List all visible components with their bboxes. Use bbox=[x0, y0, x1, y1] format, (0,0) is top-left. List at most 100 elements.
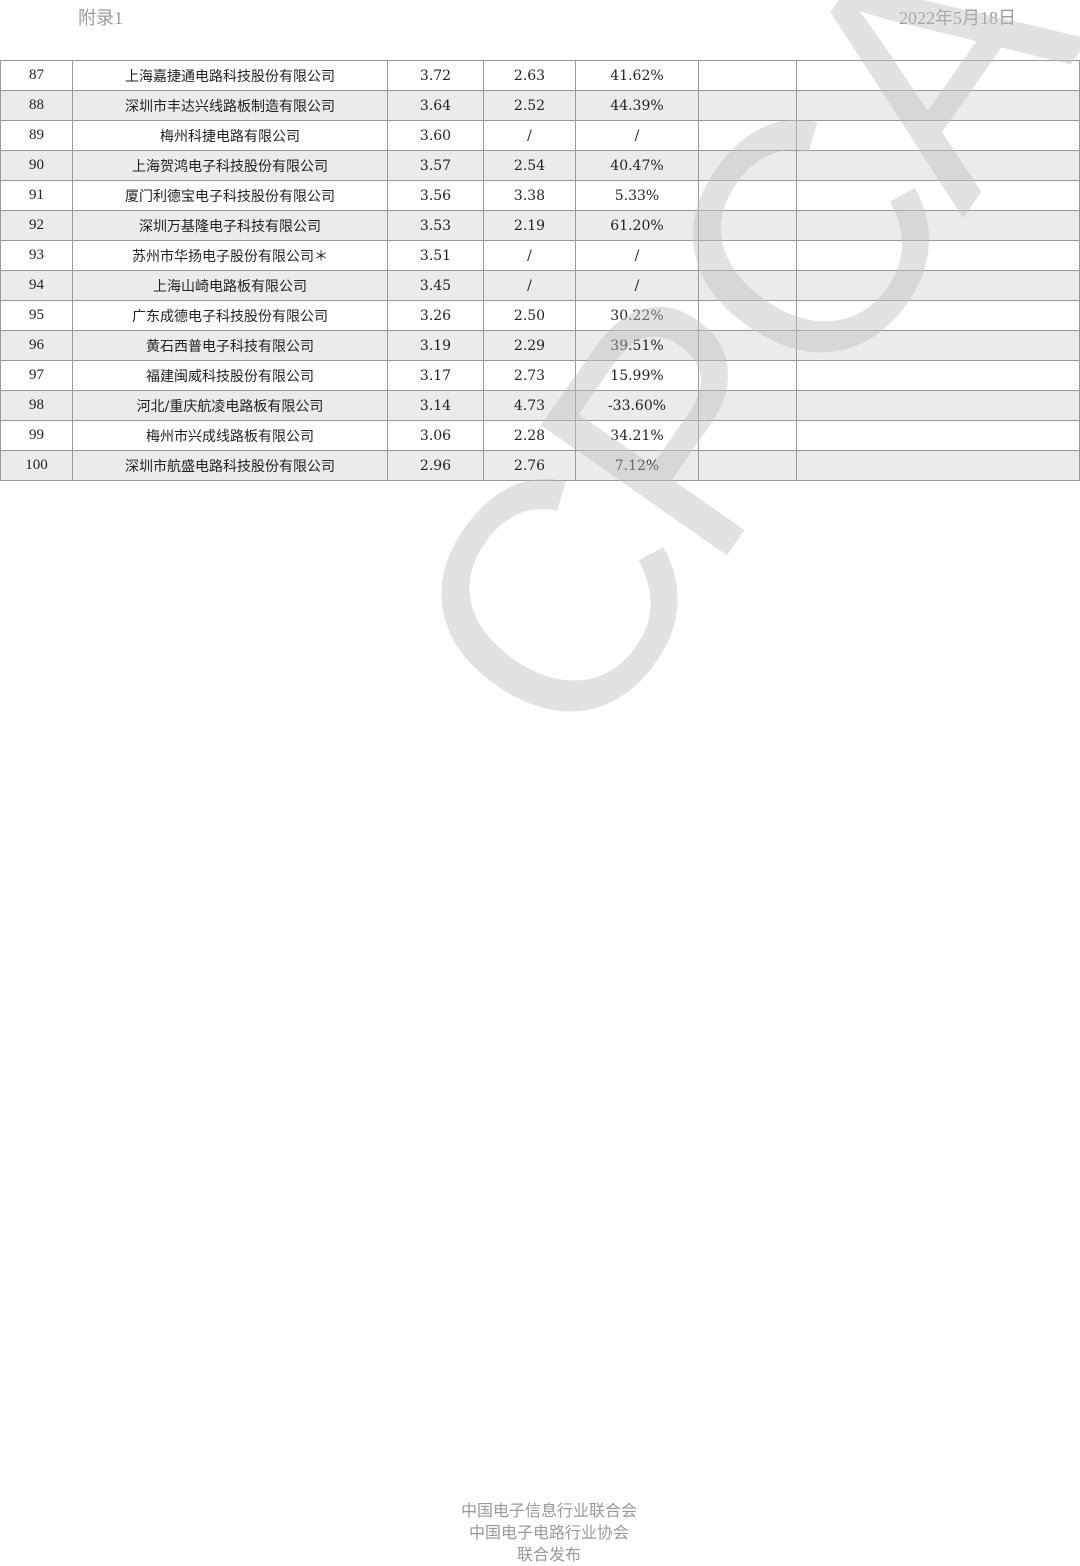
table-row: 89 梅州科捷电路有限公司 3.60// bbox=[0, 120, 1080, 151]
company-name-cell: 上海山崎电路板有限公司 bbox=[72, 270, 388, 301]
growth-rate-cell: / bbox=[575, 120, 699, 151]
extra-col-1-cell bbox=[698, 240, 797, 271]
value-2020-cell: 2.50 bbox=[483, 300, 576, 331]
value-2020-cell: / bbox=[483, 270, 576, 301]
extra-col-2-cell bbox=[796, 210, 1080, 241]
growth-rate-cell: / bbox=[575, 270, 699, 301]
extra-col-2-cell bbox=[796, 270, 1080, 301]
table-row: 90 上海贺鸿电子科技股份有限公司 3.57 2.54 40.47% bbox=[0, 150, 1080, 181]
extra-col-2-cell bbox=[796, 450, 1080, 481]
extra-col-2-cell bbox=[796, 390, 1080, 421]
value-2021-cell: 3.60 bbox=[387, 120, 484, 151]
value-2020-cell: 2.29 bbox=[483, 330, 576, 361]
table-row: 96 黄石西普电子科技有限公司 3.19 2.29 39.51% bbox=[0, 330, 1080, 361]
table-row: 88 深圳市丰达兴线路板制造有限公司 3.64 2.52 44.39% bbox=[0, 90, 1080, 121]
rank-cell: 89 bbox=[0, 120, 73, 151]
rank-cell: 94 bbox=[0, 270, 73, 301]
value-2020-cell: 2.54 bbox=[483, 150, 576, 181]
rank-cell: 97 bbox=[0, 360, 73, 391]
value-2020-cell: / bbox=[483, 240, 576, 271]
value-2021-cell: 3.51 bbox=[387, 240, 484, 271]
table-row: 87 上海嘉捷通电路科技股份有限公司 3.72 2.63 41.62% bbox=[0, 60, 1080, 91]
growth-rate-cell: 40.47% bbox=[575, 150, 699, 181]
extra-col-1-cell bbox=[698, 330, 797, 361]
extra-col-2-cell bbox=[796, 120, 1080, 151]
company-name-cell: 上海嘉捷通电路科技股份有限公司 bbox=[72, 60, 388, 91]
value-2020-cell: / bbox=[483, 120, 576, 151]
value-2021-cell: 3.45 bbox=[387, 270, 484, 301]
company-name-cell: 河北/重庆航凌电路板有限公司 bbox=[72, 390, 388, 421]
value-2020-cell: 2.76 bbox=[483, 450, 576, 481]
extra-col-1-cell bbox=[698, 60, 797, 91]
rank-cell: 99 bbox=[0, 420, 73, 451]
value-2020-cell: 2.73 bbox=[483, 360, 576, 391]
extra-col-2-cell bbox=[796, 360, 1080, 391]
value-2021-cell: 3.57 bbox=[387, 150, 484, 181]
company-name-cell: 深圳市航盛电路科技股份有限公司 bbox=[72, 450, 388, 481]
table-row: 92 深圳万基隆电子科技有限公司 3.53 2.19 61.20% bbox=[0, 210, 1080, 241]
extra-col-2-cell bbox=[796, 60, 1080, 91]
extra-col-1-cell bbox=[698, 180, 797, 211]
value-2020-cell: 2.52 bbox=[483, 90, 576, 121]
company-name-cell: 苏州市华扬电子股份有限公司＊ bbox=[72, 240, 388, 271]
value-2020-cell: 2.19 bbox=[483, 210, 576, 241]
table-row: 97 福建闽威科技股份有限公司 3.17 2.73 15.99% bbox=[0, 360, 1080, 391]
extra-col-1-cell bbox=[698, 360, 797, 391]
company-name-cell: 福建闽威科技股份有限公司 bbox=[72, 360, 388, 391]
ranking-table: 87 上海嘉捷通电路科技股份有限公司 3.72 2.63 41.62% 88 深圳市丰达兴线… bbox=[0, 60, 1080, 481]
growth-rate-cell: 41.62% bbox=[575, 60, 699, 91]
value-2020-cell: 2.28 bbox=[483, 420, 576, 451]
growth-rate-cell: / bbox=[575, 240, 699, 271]
growth-rate-cell: 39.51% bbox=[575, 330, 699, 361]
company-name-cell: 深圳万基隆电子科技有限公司 bbox=[72, 210, 388, 241]
extra-col-1-cell bbox=[698, 150, 797, 181]
footer: 中国电子信息行业联合会 中国电子电路行业协会 联合发布 bbox=[0, 1500, 1080, 1566]
value-2021-cell: 2.96 bbox=[387, 450, 484, 481]
value-2021-cell: 3.72 bbox=[387, 60, 484, 91]
rank-cell: 93 bbox=[0, 240, 73, 271]
value-2021-cell: 3.26 bbox=[387, 300, 484, 331]
growth-rate-cell: 15.99% bbox=[575, 360, 699, 391]
growth-rate-cell: 34.21% bbox=[575, 420, 699, 451]
company-name-cell: 黄石西普电子科技有限公司 bbox=[72, 330, 388, 361]
value-2021-cell: 3.19 bbox=[387, 330, 484, 361]
extra-col-2-cell bbox=[796, 240, 1080, 271]
extra-col-1-cell bbox=[698, 450, 797, 481]
rank-cell: 88 bbox=[0, 90, 73, 121]
growth-rate-cell: 30.22% bbox=[575, 300, 699, 331]
value-2020-cell: 2.63 bbox=[483, 60, 576, 91]
table-row: 98 河北/重庆航凌电路板有限公司 3.14 4.73 -33.60% bbox=[0, 390, 1080, 421]
rank-cell: 90 bbox=[0, 150, 73, 181]
company-name-cell: 广东成德电子科技股份有限公司 bbox=[72, 300, 388, 331]
extra-col-1-cell bbox=[698, 90, 797, 121]
extra-col-2-cell bbox=[796, 90, 1080, 121]
value-2021-cell: 3.14 bbox=[387, 390, 484, 421]
table-row: 94 上海山崎电路板有限公司 3.45// bbox=[0, 270, 1080, 301]
extra-col-1-cell bbox=[698, 270, 797, 301]
rank-cell: 95 bbox=[0, 300, 73, 331]
value-2021-cell: 3.17 bbox=[387, 360, 484, 391]
value-2021-cell: 3.06 bbox=[387, 420, 484, 451]
growth-rate-cell: 61.20% bbox=[575, 210, 699, 241]
table-row: 100 深圳市航盛电路科技股份有限公司 2.96 2.76 7.12% bbox=[0, 450, 1080, 481]
footer-org-2: 中国电子电路行业协会 bbox=[468, 1523, 629, 1542]
value-2020-cell: 3.38 bbox=[483, 180, 576, 211]
table-row: 91 厦门利德宝电子科技股份有限公司 3.56 3.38 5.33% bbox=[0, 180, 1080, 211]
extra-col-2-cell bbox=[796, 420, 1080, 451]
rank-cell: 87 bbox=[0, 60, 73, 91]
growth-rate-cell: 7.12% bbox=[575, 450, 699, 481]
footer-org-1: 中国电子信息行业联合会 bbox=[460, 1501, 637, 1520]
extra-col-1-cell bbox=[698, 420, 797, 451]
value-2021-cell: 3.53 bbox=[387, 210, 484, 241]
table-row: 99 梅州市兴成线路板有限公司 3.06 2.28 34.21% bbox=[0, 420, 1080, 451]
company-name-cell: 厦门利德宝电子科技股份有限公司 bbox=[72, 180, 388, 211]
extra-col-2-cell bbox=[796, 150, 1080, 181]
rank-cell: 98 bbox=[0, 390, 73, 421]
company-name-cell: 梅州科捷电路有限公司 bbox=[72, 120, 388, 151]
rank-cell: 100 bbox=[0, 450, 73, 481]
growth-rate-cell: -33.60% bbox=[575, 390, 699, 421]
company-name-cell: 深圳市丰达兴线路板制造有限公司 bbox=[72, 90, 388, 121]
value-2020-cell: 4.73 bbox=[483, 390, 576, 421]
rank-cell: 92 bbox=[0, 210, 73, 241]
extra-col-1-cell bbox=[698, 300, 797, 331]
